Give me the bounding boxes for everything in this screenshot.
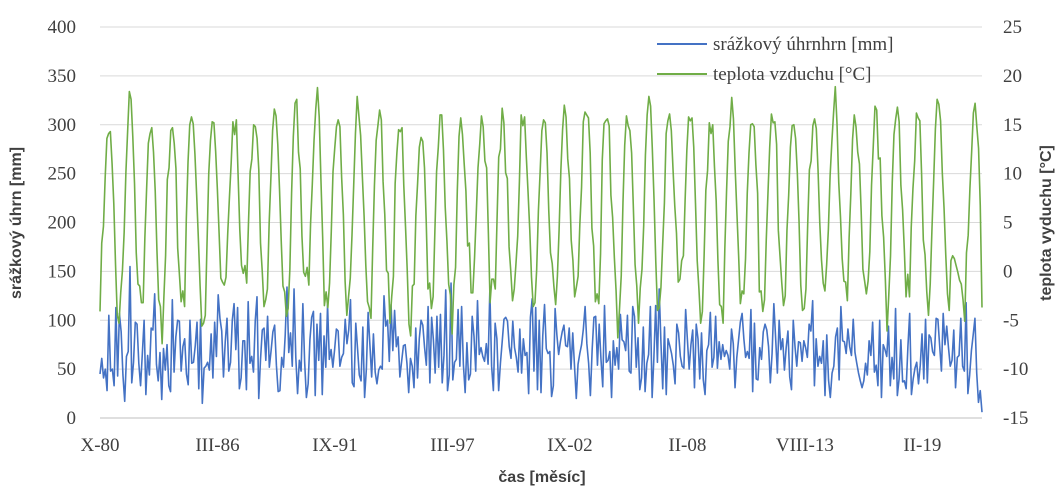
y-right-tick-label: 10	[1003, 164, 1022, 185]
y-right-tick-label: 20	[1003, 66, 1022, 87]
x-tick-label: III-97	[430, 435, 474, 456]
x-tick-label: II-08	[668, 435, 706, 456]
x-tick-label: II-19	[903, 435, 941, 456]
series-line-precipitation	[99, 265, 983, 413]
x-tick-label: X-80	[80, 435, 119, 456]
x-tick-label: IX-91	[312, 435, 357, 456]
x-tick-label: IX-02	[547, 435, 592, 456]
legend: srážkový úhrnhrn [mm] teplota vzduchu [°…	[657, 34, 893, 85]
series-line-temperature	[99, 85, 983, 345]
y-right-tick-labels: -15 -10 -5 0 5 10 15 20 25	[1003, 17, 1028, 429]
y-left-tick-label: 300	[48, 115, 77, 136]
y-left-tick-label: 50	[57, 359, 76, 380]
x-tick-labels: X-80 III-86 IX-91 III-97 IX-02 II-08 VIII-13 II…	[80, 435, 941, 456]
legend-label-precip: srážkový úhrnhrn [mm]	[713, 34, 893, 55]
y-right-tick-label: -10	[1003, 359, 1028, 380]
y-right-tick-label: 25	[1003, 17, 1022, 38]
y-left-tick-label: 400	[48, 17, 77, 38]
y-left-tick-label: 200	[48, 213, 77, 234]
series-lines	[99, 85, 983, 413]
x-tick-label: VIII-13	[776, 435, 834, 456]
y-left-tick-label: 250	[48, 164, 77, 185]
y-right-tick-label: -15	[1003, 408, 1028, 429]
y-left-axis-title: srážkový úhrn [mm]	[8, 147, 25, 299]
y-right-tick-label: 15	[1003, 115, 1022, 136]
y-left-tick-labels: 0 50 100 150 200 250 300 350 400	[48, 17, 77, 429]
legend-label-temp: teplota vzduchu [°C]	[713, 64, 872, 85]
x-axis-title: čas [měsíc]	[498, 469, 585, 486]
y-right-tick-label: 0	[1003, 261, 1013, 282]
y-left-tick-label: 100	[48, 310, 77, 331]
y-right-axis-title: teplota vyduchu [°C]	[1038, 145, 1055, 301]
y-right-tick-label: 5	[1003, 213, 1013, 234]
y-left-tick-label: 350	[48, 66, 77, 87]
x-tick-label: III-86	[195, 435, 239, 456]
y-left-tick-label: 150	[48, 261, 77, 282]
y-left-tick-label: 0	[67, 408, 77, 429]
y-right-tick-label: -5	[1003, 310, 1019, 331]
